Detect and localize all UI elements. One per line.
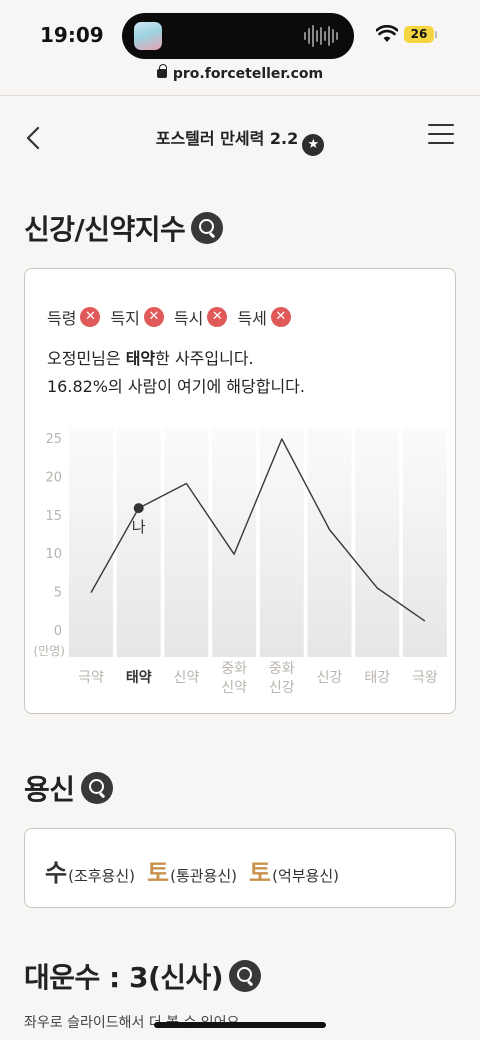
chart-column-1: [116, 427, 161, 657]
url-text: pro.forceteller.com: [172, 66, 324, 82]
x-tick-label: 중화: [269, 661, 295, 677]
x-tick-label: 태강: [364, 670, 390, 686]
my-position-marker: [133, 503, 144, 514]
x-circle-icon: ✕: [270, 307, 291, 327]
section-title-daeun-text: 대운수 : 3(신사): [24, 961, 224, 994]
condition-tags: 득령 ✕ 득지 ✕ 득시 ✕ 득세 ✕: [47, 305, 291, 329]
yongsin-type: (통관용신): [170, 867, 237, 885]
yongsin-item: 토 (억부용신): [249, 853, 339, 888]
yongsin-type: (조후용신): [68, 867, 135, 885]
star-icon: ★: [302, 134, 325, 156]
x-tick-label: 신약: [174, 670, 200, 686]
my-position-label: 나: [132, 518, 146, 536]
section-title-strength: 신강/신약지수: [24, 208, 224, 248]
tag-deuksi: 득시 ✕: [174, 305, 228, 329]
x-circle-icon: ✕: [80, 307, 101, 327]
yongsin-element: 토: [147, 859, 170, 887]
home-indicator[interactable]: [154, 1022, 326, 1028]
x-tick-label: 극약: [78, 670, 104, 686]
y-tick-label: 5: [54, 586, 62, 601]
chart-column-2: [164, 427, 209, 657]
audio-waveform-icon: [304, 25, 338, 47]
x-tick-label: 신강: [317, 670, 343, 686]
section-title-daeun: 대운수 : 3(신사): [24, 956, 262, 996]
y-axis-unit: (만명): [34, 644, 65, 658]
chart-column-6: [355, 427, 400, 657]
yongsin-type: (억부용신): [272, 867, 339, 885]
x-tick-label: 극왕: [412, 670, 438, 686]
y-tick-label: 20: [45, 470, 62, 485]
yongsin-item: 토 (통관용신): [147, 853, 237, 888]
tag-deukji: 득지 ✕: [110, 305, 164, 329]
section-title-yongsin-text: 용신: [24, 773, 75, 806]
search-icon[interactable]: [229, 960, 262, 992]
page-title: 포스텔러 만세력 2.2 ★: [0, 125, 480, 156]
divider: [0, 95, 480, 96]
yongsin-element: 수: [45, 859, 68, 887]
chart-column-3: [212, 427, 257, 657]
hamburger-menu-icon[interactable]: [428, 124, 454, 146]
back-chevron-icon[interactable]: [22, 124, 46, 152]
yongsin-element: 토: [249, 859, 272, 887]
y-tick-label: 15: [45, 509, 62, 524]
yongsin-list: 수 (조후용신) 토 (통관용신) 토 (억부용신): [45, 853, 339, 888]
search-icon[interactable]: [80, 772, 113, 804]
y-tick-label: 10: [45, 547, 62, 562]
strength-description: 오정민님은 태약한 사주입니다. 16.82%의 사람이 여기에 해당합니다.: [47, 349, 305, 396]
status-bar: 19:09 26: [0, 0, 480, 62]
status-time: 19:09: [40, 23, 104, 47]
lock-icon: [156, 64, 167, 78]
tag-deukryeong: 득령 ✕: [47, 305, 101, 329]
yongsin-item: 수 (조후용신): [45, 853, 135, 888]
x-circle-icon: ✕: [143, 307, 164, 327]
tag-deukse: 득세 ✕: [237, 305, 291, 329]
chart-column-4: [259, 427, 304, 657]
y-tick-label: 25: [45, 432, 62, 447]
strength-result: 태약: [125, 349, 156, 368]
dynamic-island[interactable]: [122, 13, 354, 59]
chart-column-7: [402, 427, 447, 657]
now-playing-app-icon: [134, 22, 162, 50]
x-tick-label: 중화: [221, 661, 247, 677]
section-title-strength-text: 신강/신약지수: [24, 213, 186, 246]
yongsin-card: 수 (조후용신) 토 (통관용신) 토 (억부용신): [24, 828, 456, 908]
wifi-icon: [376, 25, 398, 42]
x-tick-label: 태약: [126, 669, 152, 686]
battery-tip: [435, 31, 437, 38]
strength-card: 득령 ✕ 득지 ✕ 득시 ✕ 득세 ✕ 오정민님은 태약한 사주입니다. 16.82%의…: [24, 268, 456, 714]
chart-column-5: [307, 427, 352, 657]
search-icon[interactable]: [191, 212, 224, 244]
battery-icon: 26: [404, 26, 434, 43]
distribution-line: [90, 438, 426, 622]
x-tick-label: 신강: [269, 680, 295, 696]
x-circle-icon: ✕: [207, 307, 228, 327]
y-tick-label: 0: [54, 624, 62, 639]
percentile-text: 16.82%의 사람이 여기에 해당합니다.: [47, 377, 305, 396]
x-tick-label: 신약: [221, 680, 247, 696]
chart-column-0: [69, 427, 113, 657]
section-title-yongsin: 용신: [24, 768, 113, 808]
address-bar[interactable]: pro.forceteller.com: [0, 64, 480, 82]
page-title-text: 포스텔러 만세력 2.2: [155, 129, 299, 148]
